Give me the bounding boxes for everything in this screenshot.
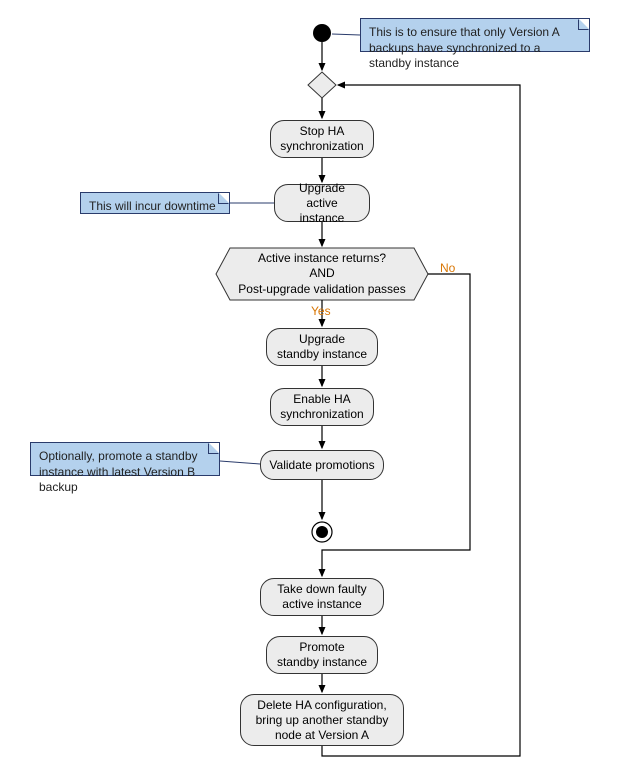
decision-diamond: [308, 72, 336, 98]
note-2-text: This will incur downtime: [89, 199, 216, 213]
node-enable-ha: Enable HAsynchronization: [270, 388, 374, 426]
node-upgrade-standby-text: Upgradestandby instance: [277, 332, 367, 362]
node-enable-ha-text: Enable HAsynchronization: [280, 392, 363, 422]
node-promote-text: Promotestandby instance: [277, 640, 367, 670]
node-take-down: Take down faultyactive instance: [260, 578, 384, 616]
node-promote: Promotestandby instance: [266, 636, 378, 674]
start-node: [313, 24, 331, 42]
condition-line-2: AND: [216, 266, 428, 282]
node-take-down-text: Take down faultyactive instance: [277, 582, 366, 612]
node-validate: Validate promotions: [260, 450, 384, 480]
note-1-text: This is to ensure that only Version A ba…: [369, 25, 559, 70]
end-node-inner: [316, 526, 328, 538]
node-upgrade-active-text: Upgradeactive instance: [283, 181, 361, 226]
end-node-outer: [312, 522, 332, 542]
node-upgrade-active: Upgradeactive instance: [274, 184, 370, 222]
branch-label-no: No: [440, 261, 455, 275]
node-stop-ha: Stop HAsynchronization: [270, 120, 374, 158]
node-delete-ha-text: Delete HA configuration,bring up another…: [256, 698, 389, 743]
condition-line-1: Active instance returns?: [216, 251, 428, 267]
condition-text: Active instance returns? AND Post-upgrad…: [216, 250, 428, 298]
node-validate-text: Validate promotions: [269, 458, 374, 473]
note-version-a-backups: This is to ensure that only Version A ba…: [360, 18, 590, 52]
note-downtime: This will incur downtime: [80, 192, 230, 214]
node-stop-ha-text: Stop HAsynchronization: [280, 124, 363, 154]
branch-label-yes: Yes: [311, 304, 331, 318]
note-promote-standby: Optionally, promote a standby instance w…: [30, 442, 220, 476]
node-delete-ha: Delete HA configuration,bring up another…: [240, 694, 404, 746]
node-upgrade-standby: Upgradestandby instance: [266, 328, 378, 366]
note-3-text: Optionally, promote a standby instance w…: [39, 449, 198, 494]
condition-line-3: Post-upgrade validation passes: [216, 282, 428, 298]
